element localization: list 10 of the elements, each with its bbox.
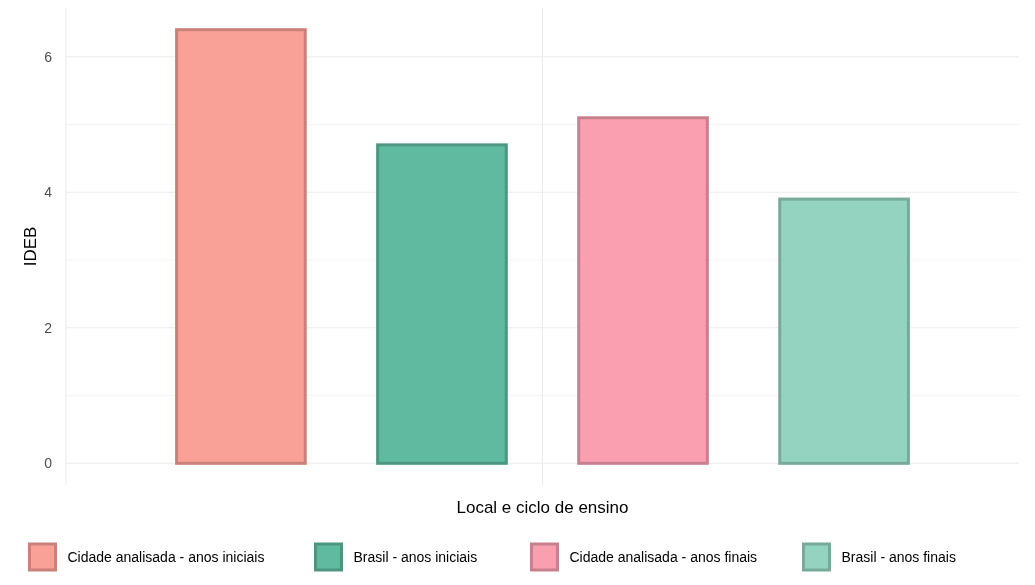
- legend-label: Brasil - anos iniciais: [353, 548, 478, 565]
- legend-label: Cidade analisada - anos iniciais: [67, 548, 265, 565]
- y-tick-label: 0: [44, 455, 53, 472]
- y-tick-label: 4: [44, 184, 53, 201]
- x-axis-title: Local e ciclo de ensino: [456, 498, 629, 517]
- legend-label: Cidade analisada - anos finais: [569, 548, 758, 565]
- y-axis-title: IDEB: [21, 226, 40, 267]
- y-tick-label: 6: [44, 48, 53, 65]
- legend-label: Brasil - anos finais: [841, 548, 956, 565]
- y-tick-label: 2: [44, 319, 53, 336]
